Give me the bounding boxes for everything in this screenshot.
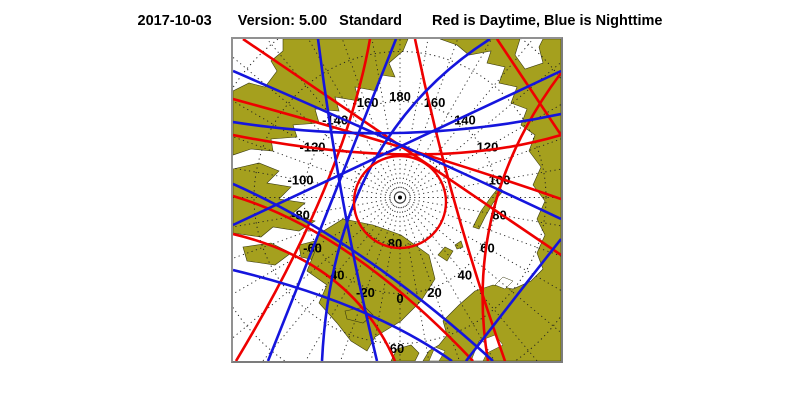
longitude-label-180: 180 (389, 89, 411, 104)
longitude-label-40: 40 (458, 267, 472, 282)
satellite-track-night (266, 39, 398, 361)
landmass-svalbard-b (454, 240, 464, 250)
landmass-scotland (390, 344, 420, 361)
polar-map-svg: -160-140-120-100-80-60-40-20 0 20406080100… (233, 39, 561, 361)
satellite-track-day (233, 133, 561, 156)
satellite-track-night (316, 39, 379, 361)
satellite-track-day (234, 39, 372, 361)
satellite-track-day (413, 39, 507, 361)
longitude-label-20: 20 (427, 285, 441, 300)
latitude-label-60: 60 (390, 341, 404, 356)
satellite-track-day (233, 194, 474, 361)
landmass-canadian-archipelago (233, 162, 316, 238)
sea-kattegat (428, 346, 446, 361)
title-date: 2017-10-03 (137, 13, 212, 29)
title-version: Version: 5.00 (237, 13, 328, 29)
track-layer (233, 39, 561, 361)
longitude-label-60: 60 (480, 241, 494, 256)
satellite-track-night (233, 268, 453, 361)
satellite-track-day (481, 72, 561, 361)
map-layers: -160-140-120-100-80-60-40-20 0 20406080100… (233, 39, 561, 361)
satellite-track-night (233, 182, 494, 361)
satellite-track-night (233, 69, 561, 227)
title-legend: Red is Daytime, Blue is Nighttime (432, 13, 663, 29)
longitude-label-0: 0 (396, 291, 403, 306)
north-pole-marker (398, 195, 402, 200)
turning-latitude-circle (352, 154, 448, 250)
latitude-circle (351, 149, 449, 246)
satellite-track-night (320, 39, 491, 361)
longitude-label--80: -80 (291, 208, 310, 223)
satellite-track-night (233, 69, 561, 221)
sea-white-sea (494, 276, 514, 290)
landmass-svalbard (437, 246, 454, 262)
plot-title: 2017-10-03 Version: 5.00 Standard Red is Da… (0, 13, 800, 29)
longitude-label-140: 140 (454, 113, 476, 128)
polar-map-frame: -160 -140 -120 -100 -80 -60 -40 -20 0 20 40 60 80 100… (231, 37, 563, 363)
longitude-label--100: -100 (288, 172, 314, 187)
title-mode: Standard (339, 13, 403, 29)
latitude-circle (253, 51, 547, 344)
satellite-track-night (233, 112, 561, 135)
